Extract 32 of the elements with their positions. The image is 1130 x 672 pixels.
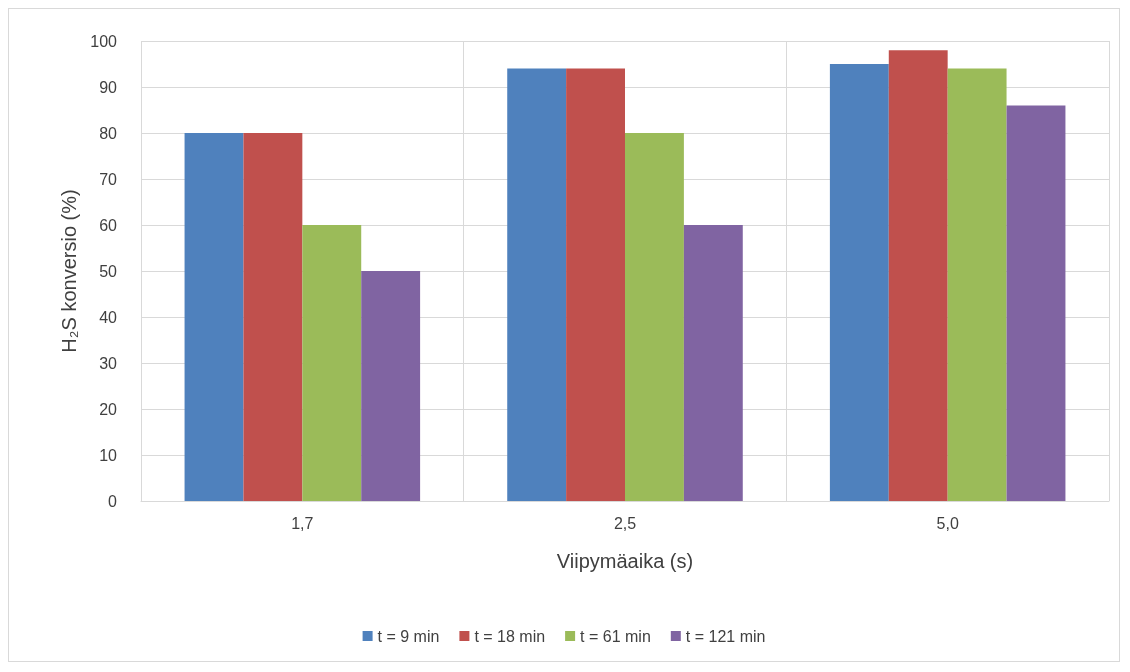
y-tick-label: 0 (108, 492, 118, 510)
y-tick-label: 70 (99, 170, 118, 188)
bar (888, 50, 948, 501)
x-tick-label: 2,5 (613, 514, 637, 532)
legend-label: t = 9 min (377, 627, 440, 645)
bar (184, 133, 244, 501)
x-axis-title: Viipymäaika (s) (556, 550, 694, 572)
y-tick-label: 60 (99, 216, 118, 234)
bar (302, 225, 362, 501)
bar (829, 64, 889, 501)
legend-label: t = 18 min (474, 627, 546, 645)
y-tick-label: 20 (99, 400, 118, 418)
y-axis-title: H₂S konversio (%) (58, 189, 81, 353)
y-tick-label: 80 (99, 124, 118, 142)
bar (361, 271, 421, 501)
bar (1006, 105, 1066, 501)
bar (566, 68, 625, 501)
legend-label: t = 121 min (685, 627, 766, 645)
y-tick-label: 100 (90, 32, 118, 50)
y-tick-label: 90 (99, 78, 118, 96)
x-tick-label: 1,7 (291, 514, 314, 532)
bar (243, 133, 303, 501)
bar (507, 68, 567, 501)
y-tick-label: 30 (99, 354, 118, 372)
y-tick-label: 50 (99, 262, 118, 280)
legend-label: t = 61 min (580, 627, 651, 645)
bar (683, 225, 743, 501)
y-tick-label: 40 (99, 308, 118, 326)
x-tick-label: 5,0 (936, 514, 959, 532)
y-tick-label: 10 (99, 446, 118, 464)
bar (625, 133, 684, 501)
bar (947, 68, 1007, 501)
